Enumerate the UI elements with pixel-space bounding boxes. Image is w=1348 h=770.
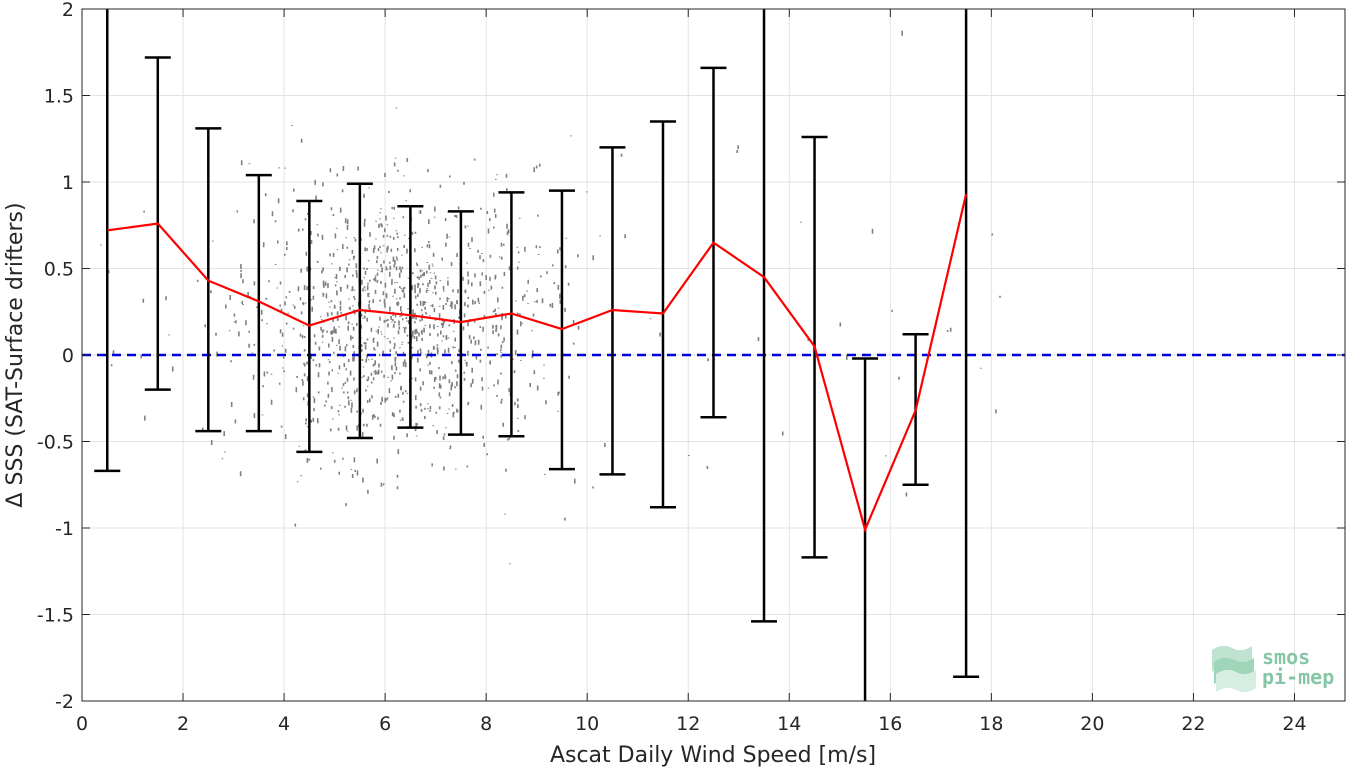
y-axis-label: Δ SSS (SAT-Surface drifters) xyxy=(3,202,28,507)
x-tick-label: 6 xyxy=(379,713,391,735)
x-tick-label: 0 xyxy=(76,713,88,735)
y-tick-label: -1 xyxy=(55,518,74,540)
x-tick-label: 2 xyxy=(177,713,189,735)
error-bars xyxy=(94,9,980,701)
y-tick-label: 1.5 xyxy=(44,86,74,108)
y-axis: -2 -1.5 -1 -0.5 0 0.5 1 1.5 2 xyxy=(37,0,1345,713)
x-tick-label: 12 xyxy=(676,713,700,735)
x-tick-label: 24 xyxy=(1282,713,1306,735)
logo-line1: smos xyxy=(1262,645,1310,669)
y-tick-label: 1 xyxy=(62,172,74,194)
y-tick-label: -2 xyxy=(55,691,74,713)
logo-waves-icon xyxy=(1212,645,1256,693)
y-tick-label: -0.5 xyxy=(37,432,74,454)
x-tick-label: 10 xyxy=(575,713,599,735)
y-tick-label: 0 xyxy=(62,345,74,367)
x-tick-label: 4 xyxy=(278,713,290,735)
mean-line-series xyxy=(107,193,968,534)
x-tick-label: 20 xyxy=(1080,713,1104,735)
x-tick-label: 22 xyxy=(1181,713,1205,735)
x-tick-label: 18 xyxy=(979,713,1003,735)
y-tick-label: 2 xyxy=(62,0,74,21)
x-axis: 0 2 4 6 8 10 12 14 16 18 20 22 24 xyxy=(76,9,1307,735)
y-tick-label: -1.5 xyxy=(37,605,74,627)
x-axis-label: Ascat Daily Wind Speed [m/s] xyxy=(550,743,876,768)
x-tick-label: 16 xyxy=(878,713,902,735)
smos-pi-mep-logo: smos pi-mep xyxy=(1212,645,1334,693)
x-tick-label: 8 xyxy=(480,713,492,735)
mean-line xyxy=(107,193,968,534)
x-tick-label: 14 xyxy=(777,713,801,735)
y-tick-label: 0.5 xyxy=(44,259,74,281)
logo-line2: pi-mep xyxy=(1262,665,1334,689)
